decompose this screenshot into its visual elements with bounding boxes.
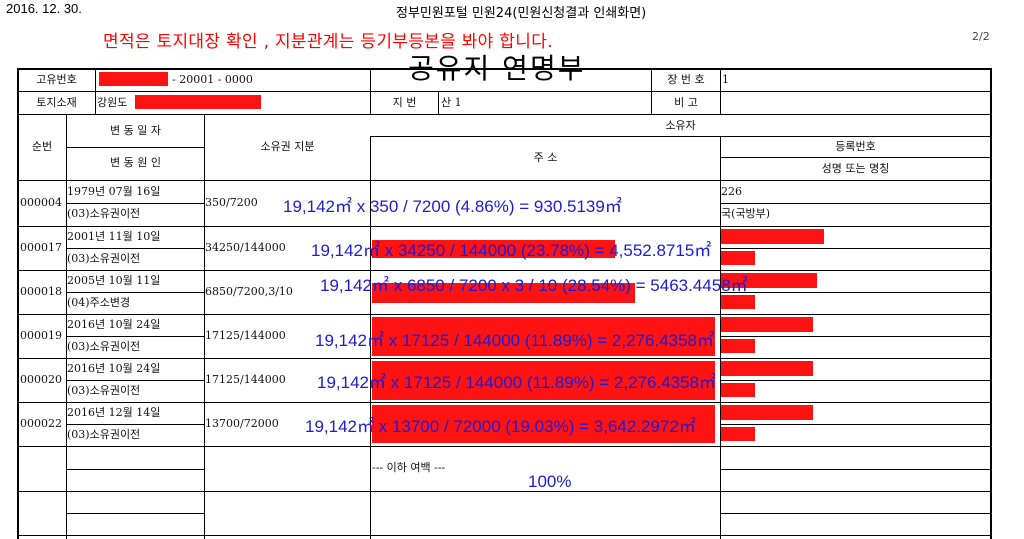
redaction-reg-no [721, 317, 813, 332]
row-reason: (04)주소변경 [67, 296, 131, 309]
col-name: 성명 또는 명칭 [821, 162, 890, 175]
row-date: 2016년 10월 24일 [67, 318, 161, 331]
row-share: 34250/144000 [205, 241, 286, 254]
row-area-calculation: 19,142㎡ x 17125 / 144000 (11.89%) = 2,27… [317, 373, 717, 392]
redaction-reg-no [721, 229, 824, 244]
row-reason: (03)소유권이전 [67, 384, 141, 397]
col-reg-no: 등록번호 [835, 140, 876, 153]
redaction-name [721, 427, 755, 441]
row-area-calculation: 19,142㎡ x 17125 / 144000 (11.89%) = 2,27… [315, 331, 715, 350]
row-reason: (03)소유권이전 [67, 428, 141, 441]
row-seq: 000004 [20, 196, 62, 209]
row-reason: (03)소유권이전 [67, 340, 141, 353]
row-area-calculation: 19,142㎡ x 6850 / 7200 x 3 / 10 (28.54%) … [320, 276, 748, 295]
lot-label: 지 번 [392, 96, 417, 109]
row-area-calculation: 19,142㎡ x 34250 / 144000 (23.78%) = 4,55… [311, 241, 712, 260]
row-reason: (03)소유권이전 [67, 207, 141, 220]
col-share: 소유권 지분 [260, 140, 315, 153]
annotation-note: 면적은 토지대장 확인 , 지분관계는 등기부등본을 봐야 합니다. [103, 32, 553, 52]
row-seq: 000017 [20, 241, 62, 254]
sheet-no-label: 장 번 호 [667, 73, 705, 86]
lot-value: 산 1 [441, 96, 462, 109]
header-title: 정부민원포털 민원24(민원신청결과 인쇄화면) [396, 6, 647, 21]
row-date: 1979년 07월 16일 [67, 185, 161, 198]
row-reg-no: 226 [721, 185, 742, 198]
page-number: 2/2 [972, 30, 990, 43]
redaction-name [721, 383, 755, 397]
location-value: 강원도 [97, 96, 128, 109]
redaction-reg-no [721, 405, 813, 420]
redaction-name [721, 295, 755, 309]
col-change-date: 변 동 일 자 [110, 124, 161, 137]
row-date: 2016년 12월 14일 [67, 406, 161, 419]
row-date: 2001년 11월 10일 [67, 230, 161, 243]
row-owner-name: 국(국방부) [721, 207, 771, 220]
unique-no-value: - 20001 - 0000 [172, 73, 253, 86]
row-seq: 000019 [20, 329, 62, 342]
row-seq: 000020 [20, 373, 62, 386]
remarks-label: 비 고 [674, 96, 698, 109]
document-title: 공유지 연명부 [408, 52, 586, 85]
location-label: 토지소재 [36, 96, 77, 109]
col-address: 주 소 [533, 151, 558, 164]
redaction-address [372, 317, 715, 356]
sheet-no-value: 1 [722, 73, 729, 86]
redaction-address [372, 240, 615, 258]
row-share: 13700/72000 [205, 417, 279, 430]
row-area-calculation: 19,142㎡ x 350 / 7200 (4.86%) = 930.5139㎡ [283, 197, 622, 216]
col-change-reason: 변 동 원 인 [110, 156, 161, 169]
unique-no-label: 고유번호 [36, 73, 77, 86]
redaction-location [135, 95, 261, 109]
redaction-name [721, 339, 755, 353]
row-share: 350/7200 [205, 196, 258, 209]
row-date: 2005년 10월 11일 [67, 274, 161, 287]
redaction-address [372, 361, 715, 400]
row-share: 17125/144000 [205, 329, 286, 342]
redaction-address [372, 283, 635, 303]
row-reason: (03)소유권이전 [67, 252, 141, 265]
row-seq: 000018 [20, 285, 62, 298]
redaction-reg-no [721, 273, 817, 288]
row-share: 6850/7200,3/10 [205, 285, 293, 298]
col-seq: 순번 [31, 140, 53, 153]
row-share: 17125/144000 [205, 373, 286, 386]
print-date: 2016. 12. 30. [6, 1, 82, 16]
end-of-list-marker: --- 이하 여백 --- [372, 461, 446, 474]
redaction-reg-no [721, 361, 813, 376]
row-date: 2016년 10월 24일 [67, 362, 161, 375]
redaction-unique-no [99, 72, 168, 86]
row-seq: 000022 [20, 417, 62, 430]
col-owner: 소유자 [665, 119, 696, 132]
redaction-name [721, 251, 755, 265]
row-area-calculation: 19,142㎡ x 13700 / 72000 (19.03%) = 3,642… [305, 417, 696, 436]
redaction-address [372, 405, 715, 443]
total-percent: 100% [528, 472, 572, 491]
